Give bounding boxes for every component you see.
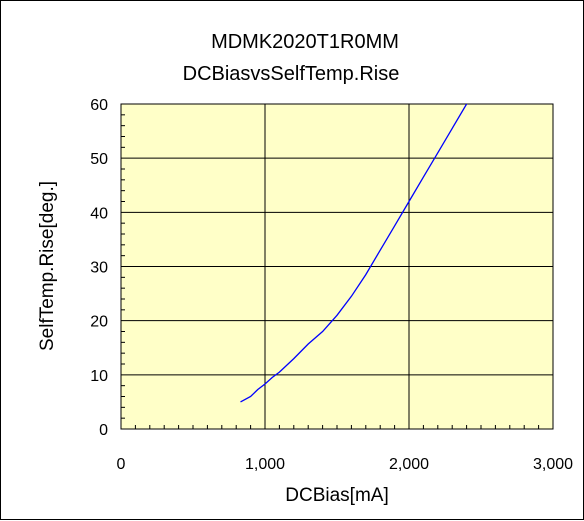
y-tick-label: 60 <box>90 97 108 114</box>
y-tick-label: 40 <box>90 205 108 222</box>
series-line <box>240 104 468 403</box>
minor-ticks <box>121 114 540 429</box>
x-axis-label: DCBias[mA] <box>285 485 388 506</box>
y-tick-label: 50 <box>90 151 108 168</box>
chart-title: MDMK2020T1R0MM <box>211 31 399 53</box>
x-tick-labels: 0 1,000 2,000 3,000 <box>117 456 574 473</box>
x-tick-label: 1,000 <box>245 456 285 473</box>
y-tick-labels: 0 10 20 30 40 50 60 <box>90 97 108 439</box>
x-tick-label: 0 <box>117 456 126 473</box>
y-tick-label: 20 <box>90 314 108 331</box>
series-layer <box>240 104 468 403</box>
y-tick-label: 0 <box>99 422 108 439</box>
x-tick-label: 2,000 <box>389 456 429 473</box>
grid-lines <box>121 104 553 429</box>
chart-subtitle: DCBiasvsSelfTemp.Rise <box>183 63 400 85</box>
y-axis-label: SelfTemp.Rise[deg.] <box>37 181 58 351</box>
y-tick-label: 10 <box>90 368 108 385</box>
x-tick-label: 3,000 <box>533 456 573 473</box>
y-tick-label: 30 <box>90 260 108 277</box>
